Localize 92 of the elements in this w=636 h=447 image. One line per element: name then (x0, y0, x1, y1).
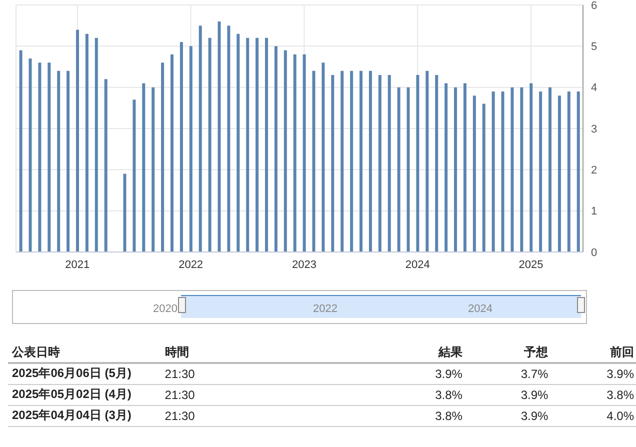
bar (57, 70, 60, 252)
text: 3.8% (434, 386, 464, 404)
text: 3.9% (434, 366, 464, 383)
y-tick-label: 5 (591, 41, 598, 54)
y-tick-label: 2 (591, 164, 598, 177)
bar (28, 58, 32, 252)
text: 2025年06月06日 (5月) (11, 365, 132, 382)
text: 前回 (609, 344, 635, 360)
bar (378, 74, 382, 252)
bar (539, 91, 542, 252)
bar (444, 83, 448, 252)
bar (576, 91, 580, 252)
bar (76, 30, 80, 252)
bar (189, 46, 192, 252)
text: 21:30 (164, 408, 196, 424)
bar (302, 54, 306, 252)
bar (170, 54, 174, 252)
bar (397, 87, 400, 252)
x-tick-label: 2023 (292, 258, 316, 271)
bar (48, 62, 51, 252)
bar (426, 70, 429, 252)
bar (360, 70, 363, 252)
text: 2025年04月04日 (3月) (11, 407, 132, 424)
text: 結果 (437, 344, 464, 360)
bar (463, 83, 466, 252)
text: 公表日時 (10, 344, 61, 360)
text: 3.7% (520, 366, 550, 383)
bar (501, 91, 504, 252)
y-tick-label: 0 (591, 246, 598, 259)
x-tick-label: 2021 (65, 258, 90, 271)
text: 21:30 (164, 366, 196, 383)
bar (85, 34, 88, 252)
bar (510, 87, 514, 252)
x-tick-label: 2022 (178, 258, 204, 271)
bar (274, 46, 278, 252)
bar (368, 70, 372, 252)
bar (218, 21, 221, 252)
bar (265, 38, 268, 252)
bar (180, 42, 183, 252)
y-tick-label: 4 (591, 82, 598, 94)
bar (152, 87, 155, 252)
text: 予想 (523, 344, 550, 360)
bar (322, 62, 325, 252)
y-tick-label: 6 (591, 0, 598, 12)
bar (293, 54, 296, 252)
range-slider: 2020 2022 2024 (12, 290, 587, 324)
bar (558, 96, 561, 252)
bar (567, 91, 570, 252)
bar (66, 70, 70, 252)
bar (19, 50, 22, 252)
text: 3.9% (520, 408, 550, 424)
bar (94, 38, 98, 252)
bar (312, 70, 316, 252)
y-tick-label: 3 (591, 123, 598, 136)
bar (246, 38, 250, 252)
text: 時間 (164, 344, 190, 360)
bar (256, 38, 259, 252)
bar (236, 34, 240, 252)
bar (123, 174, 126, 252)
bar (340, 70, 344, 252)
bar (416, 74, 420, 252)
bar (132, 100, 136, 252)
bar (388, 74, 391, 252)
bar (492, 91, 495, 252)
bar (520, 87, 524, 252)
x-tick-label: 2025 (518, 258, 544, 271)
text: 2025年05月02日 (4月) (11, 386, 132, 403)
bar (548, 87, 552, 252)
bar (161, 62, 164, 252)
bar (435, 74, 438, 252)
bar (331, 74, 334, 252)
bar (530, 83, 533, 252)
bar (350, 70, 354, 252)
x-tick-label: 2024 (405, 258, 430, 271)
bar (208, 38, 212, 252)
y-tick-label: 1 (591, 206, 598, 218)
bar (198, 26, 202, 252)
bar (227, 26, 230, 252)
text: 3.9% (520, 386, 550, 404)
bar (142, 83, 146, 252)
text: 3.8% (606, 386, 635, 404)
text: 3.9% (606, 366, 635, 383)
bar (406, 87, 410, 252)
bar (454, 87, 458, 252)
text: 3.8% (434, 408, 464, 424)
bar (284, 50, 287, 252)
text: 4.0% (606, 408, 635, 424)
text: 21:30 (164, 386, 196, 404)
bar (472, 96, 476, 252)
bar (38, 62, 42, 252)
bar (104, 79, 108, 252)
bar (482, 104, 486, 252)
